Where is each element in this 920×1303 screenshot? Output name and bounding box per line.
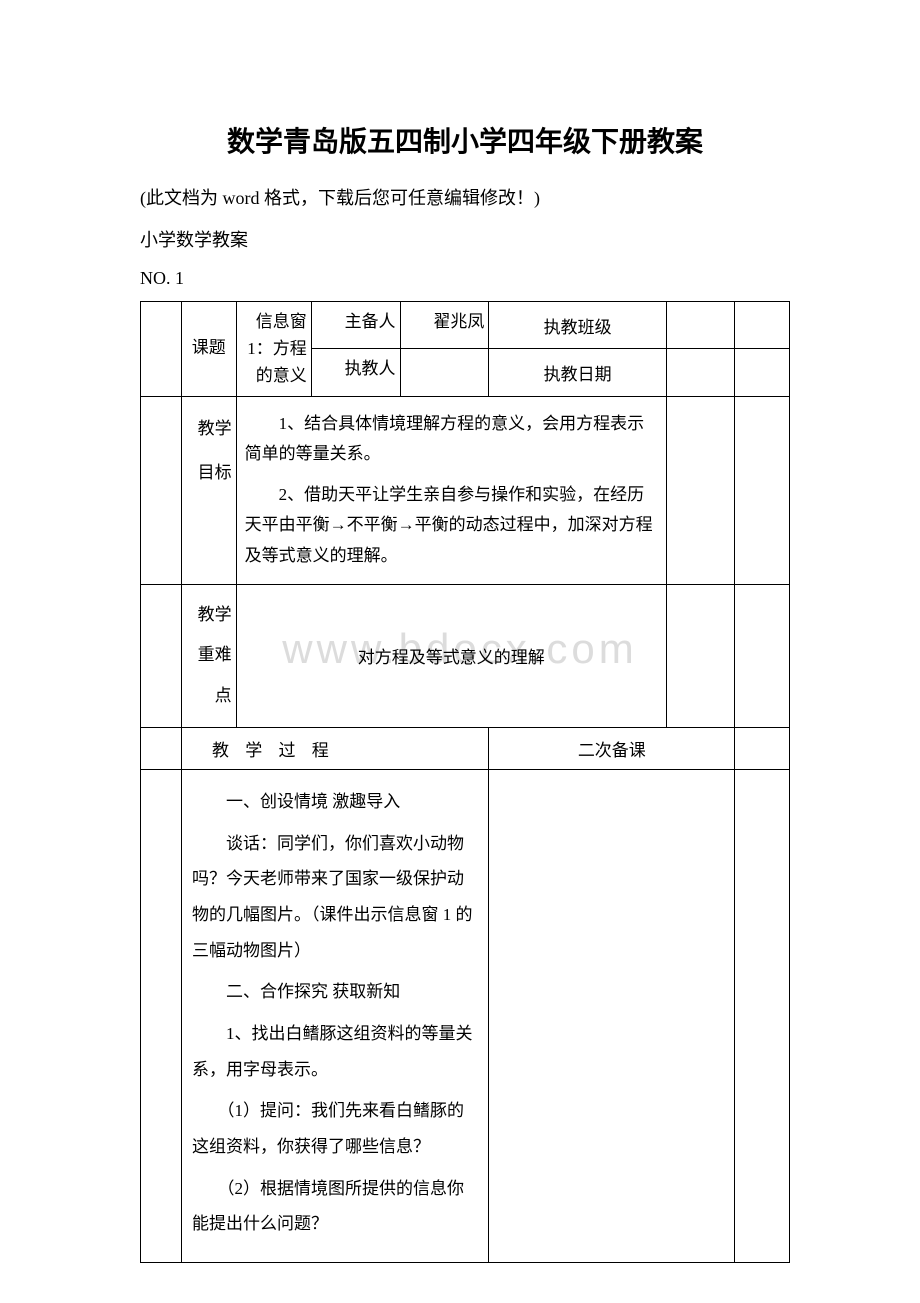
secondary-prep-content bbox=[489, 769, 735, 1262]
process-paragraph: （1）提问：我们先来看白鳍豚的这组资料，你获得了哪些信息？ bbox=[192, 1093, 478, 1164]
topic-value: 信息窗 1：方程的意义 bbox=[236, 302, 311, 397]
objective-item: 1、结合具体情境理解方程的意义，会用方程表示简单的等量关系。 bbox=[245, 409, 658, 470]
table-row: 课题 信息窗 1：方程的意义 主备人 翟兆凤 执教班级 bbox=[141, 302, 790, 349]
objectives-label: 教学目标 bbox=[181, 396, 236, 584]
class-value bbox=[666, 302, 734, 349]
table-row: 教 学 过 程 二次备课 bbox=[141, 727, 790, 769]
empty-cell bbox=[735, 769, 790, 1262]
exec-prep-label: 执教人 bbox=[311, 349, 400, 396]
lesson-number: NO. 1 bbox=[140, 268, 790, 289]
table-row: 教学重难点 对方程及等式意义的理解 bbox=[141, 584, 790, 727]
lesson-plan-table: 课题 信息窗 1：方程的意义 主备人 翟兆凤 执教班级 执教人 执教日期 教学目… bbox=[140, 301, 790, 1263]
process-paragraph: 一、创设情境 激趣导入 bbox=[192, 784, 478, 820]
class-label: 执教班级 bbox=[489, 302, 667, 349]
empty-cell bbox=[666, 396, 734, 584]
objectives-content: 1、结合具体情境理解方程的意义，会用方程表示简单的等量关系。 2、借助天平让学生… bbox=[236, 396, 666, 584]
process-paragraph: 1、找出白鳍豚这组资料的等量关系，用字母表示。 bbox=[192, 1016, 478, 1087]
subtitle-note: (此文档为 word 格式，下载后您可任意编辑修改！) bbox=[140, 184, 790, 210]
empty-cell bbox=[666, 584, 734, 727]
empty-cell bbox=[735, 349, 790, 396]
empty-cell bbox=[141, 396, 182, 584]
page-title: 数学青岛版五四制小学四年级下册教案 bbox=[140, 120, 790, 160]
empty-cell bbox=[141, 769, 182, 1262]
keypoint-content: 对方程及等式意义的理解 bbox=[236, 584, 666, 727]
empty-cell bbox=[141, 584, 182, 727]
process-paragraph: （2）根据情境图所提供的信息你能提出什么问题？ bbox=[192, 1171, 478, 1242]
empty-cell bbox=[735, 584, 790, 727]
table-row: 一、创设情境 激趣导入 谈话：同学们，你们喜欢小动物吗？今天老师带来了国家一级保… bbox=[141, 769, 790, 1262]
date-value bbox=[666, 349, 734, 396]
main-prep-label: 主备人 bbox=[311, 302, 400, 349]
process-paragraph: 二、合作探究 获取新知 bbox=[192, 974, 478, 1010]
empty-cell bbox=[141, 302, 182, 397]
empty-cell bbox=[735, 727, 790, 769]
topic-label: 课题 bbox=[181, 302, 236, 397]
secondary-prep-label: 二次备课 bbox=[489, 727, 735, 769]
process-paragraph: 谈话：同学们，你们喜欢小动物吗？今天老师带来了国家一级保护动物的几幅图片。（课件… bbox=[192, 826, 478, 969]
doc-type-line: 小学数学教案 bbox=[140, 226, 790, 252]
date-label: 执教日期 bbox=[489, 349, 667, 396]
process-label: 教 学 过 程 bbox=[181, 727, 488, 769]
objective-item: 2、借助天平让学生亲自参与操作和实验，在经历天平由平衡→不平衡→平衡的动态过程中… bbox=[245, 480, 658, 572]
empty-cell bbox=[735, 302, 790, 349]
empty-cell bbox=[141, 727, 182, 769]
exec-prep-value bbox=[400, 349, 489, 396]
main-prep-value: 翟兆凤 bbox=[400, 302, 489, 349]
keypoint-label: 教学重难点 bbox=[181, 584, 236, 727]
empty-cell bbox=[735, 396, 790, 584]
process-content: 一、创设情境 激趣导入 谈话：同学们，你们喜欢小动物吗？今天老师带来了国家一级保… bbox=[181, 769, 488, 1262]
lesson-plan-table-wrap: 课题 信息窗 1：方程的意义 主备人 翟兆凤 执教班级 执教人 执教日期 教学目… bbox=[140, 301, 790, 1263]
table-row: 教学目标 1、结合具体情境理解方程的意义，会用方程表示简单的等量关系。 2、借助… bbox=[141, 396, 790, 584]
